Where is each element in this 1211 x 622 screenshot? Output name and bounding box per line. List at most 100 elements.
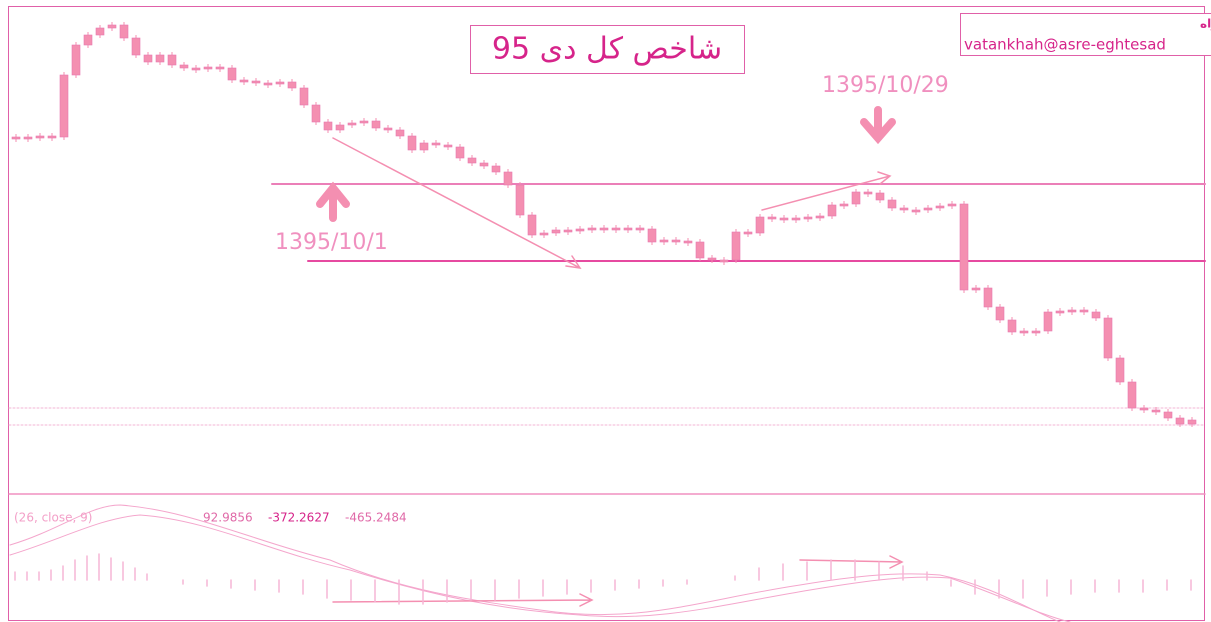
candle-body [491,165,501,173]
frame [8,6,1205,621]
annotation: 1395/10/1 [275,230,388,255]
candle-body [587,227,597,231]
candle-body [827,204,837,217]
candle-body [191,67,201,71]
candle-body [1115,357,1125,383]
candle-body [947,203,957,207]
candle-body [215,66,225,70]
macd-histogram [14,553,1192,605]
candle-body [851,191,861,205]
candle-body [359,120,369,124]
candle-body [575,228,585,232]
candle-body [71,44,81,76]
candle-body [563,229,573,233]
candle-body [335,124,345,131]
candle-body [239,79,249,83]
candle-body [311,104,321,123]
candle-body [347,122,357,126]
candle-body [983,287,993,308]
candle-body [155,54,165,63]
candle-body [911,209,921,213]
candle-body [167,54,177,66]
candle-body [23,136,33,140]
candle-body [659,239,669,243]
chart-title: شاخص کل دی 95 [492,32,722,67]
candle-body [611,227,621,231]
candle-body [1091,311,1101,319]
candle-body [323,121,333,131]
down-arrow [860,106,896,145]
candle-body [839,203,849,207]
author: محمود وطنخواه [1200,17,1211,32]
candle-body [107,24,117,29]
candle-body [923,207,933,211]
candle-body [59,74,69,138]
candle-body [623,227,633,231]
title-box [470,25,745,74]
candle-body [887,199,897,209]
candle-body [863,191,873,195]
candle-body [1127,381,1137,409]
candle-body [1079,309,1089,313]
indicator-value: -465.2484 [345,511,407,525]
candle-body [383,127,393,131]
candle-body [455,146,465,159]
candle-body [719,259,729,263]
trend-arrow [332,137,582,269]
trend-arrow [761,171,892,211]
candle-body [551,229,561,234]
candle-body [1139,407,1149,411]
candle-body [95,27,105,36]
candle-body [995,306,1005,321]
candle-body [515,184,525,216]
candle-body [695,241,705,259]
candle-body [1103,317,1113,359]
candle-body [407,135,417,151]
candle-body [47,135,57,139]
candle-body [743,231,753,235]
candle-body [131,37,141,56]
candle-body [251,80,261,84]
candle-body [479,162,489,167]
indicator-value: -372.2627 [268,511,330,525]
candle-body [971,287,981,291]
candle-body [755,216,765,234]
author-box [960,13,1211,56]
candle-body [1007,319,1017,333]
annotation: 1395/10/29 [822,73,949,98]
candle-body [1067,309,1077,313]
candle-body [1031,330,1041,334]
candle-body [287,81,297,89]
email: vatankhah@asre-eghtesad [964,36,1166,54]
indicator-label: (26, close, 9) [14,511,92,525]
candle-body [527,214,537,236]
candle-body [899,207,909,211]
candle-body [1175,417,1185,425]
candle-body [419,142,429,151]
candle-body [875,192,885,201]
candle-body [263,82,273,86]
indicator-value: 92.9856 [203,511,253,525]
candle-body [203,66,213,70]
macd-line [9,504,1061,622]
candle-body [707,257,717,261]
candle-body [395,129,405,137]
candle-body [791,217,801,221]
candle-body [671,239,681,243]
candle-body [815,215,825,219]
candle-body [635,227,645,231]
candle-body [539,232,549,236]
candle-body [803,216,813,220]
candle-body [935,205,945,209]
candle-body [371,120,381,129]
candle-body [275,81,285,85]
candle-body [443,144,453,148]
candle-body [767,216,777,220]
candle-body [35,135,45,139]
candle-body [599,227,609,231]
candle-body [179,64,189,69]
decor [8,106,1206,622]
candle-body [1151,409,1161,413]
candle-body [119,24,129,39]
